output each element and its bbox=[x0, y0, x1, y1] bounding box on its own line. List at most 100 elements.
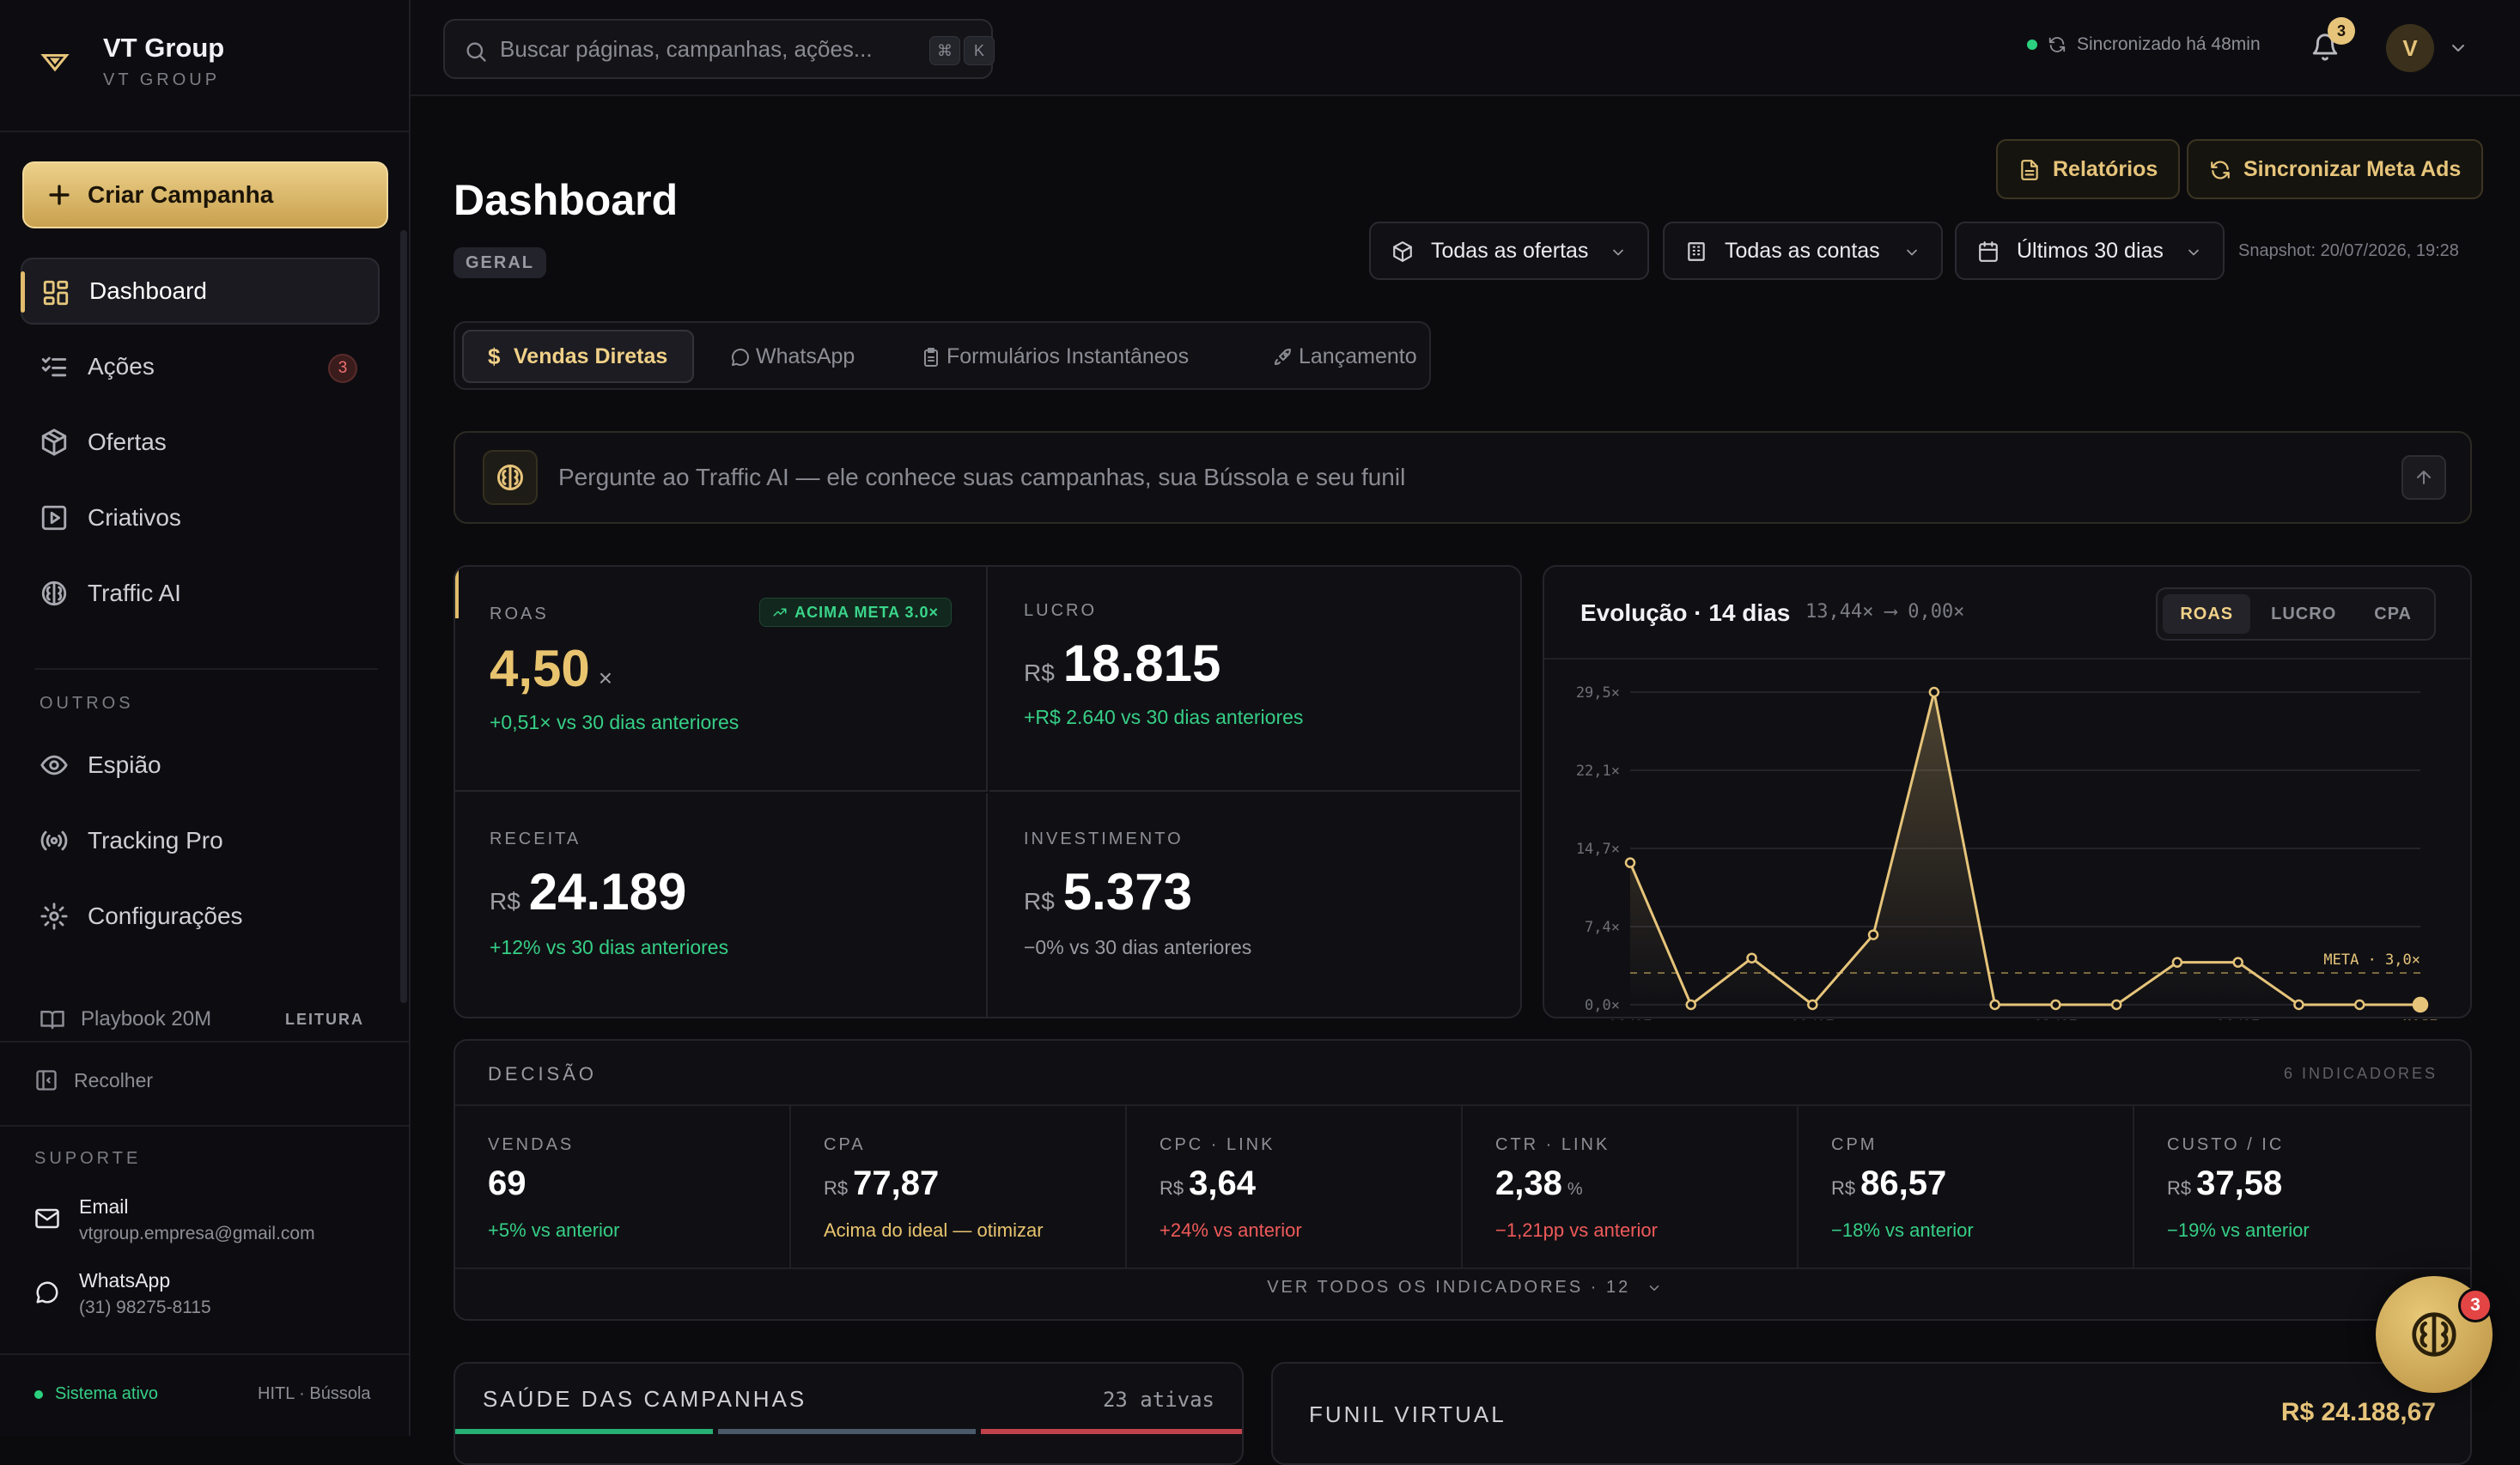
brand[interactable]: VT Group VT GROUP bbox=[40, 33, 224, 90]
health-bar-bad bbox=[981, 1429, 1242, 1434]
bell-icon bbox=[2312, 33, 2338, 61]
data-point bbox=[2293, 999, 2304, 1011]
search-input[interactable]: Buscar páginas, campanhas, ações... ⌘ K bbox=[443, 19, 995, 79]
kpi-receita[interactable]: RECEITA R$ 24.189 +12% vs 30 dias anteri… bbox=[455, 793, 988, 1017]
meta-badge-label: ACIMA META 3.0× bbox=[794, 603, 939, 621]
reports-button[interactable]: Relatórios bbox=[1996, 139, 2181, 199]
divider bbox=[0, 1125, 409, 1127]
indicator-vendas[interactable]: VENDAS 69 +5% vs anterior bbox=[455, 1106, 791, 1267]
status-dot bbox=[34, 1389, 43, 1399]
search-icon bbox=[466, 42, 486, 62]
sidebar-item-configuracoes[interactable]: Configurações bbox=[21, 883, 380, 950]
kpi-value-number: 4,50 bbox=[490, 640, 590, 697]
data-point bbox=[1867, 929, 1879, 940]
sidebar-item-acoes[interactable]: Ações 3 bbox=[21, 333, 380, 400]
traffic-ai-fab[interactable]: 3 bbox=[2376, 1276, 2493, 1393]
indicator-cpc-link[interactable]: CPC · LINK R$ 3,64 +24% vs anterior bbox=[1127, 1106, 1463, 1267]
indicator-label: VENDAS bbox=[488, 1135, 575, 1154]
accounts-filter[interactable]: Todas as contas bbox=[1663, 222, 1943, 280]
see-all-label: VER TODOS OS INDICADORES · 12 bbox=[1267, 1278, 1631, 1297]
scope-tag: GERAL bbox=[453, 247, 546, 278]
toggle-roas[interactable]: ROAS bbox=[2163, 594, 2251, 634]
refresh-icon bbox=[2211, 161, 2230, 179]
accounts-filter-label: Todas as contas bbox=[1725, 238, 1880, 263]
indicator-change: −19% vs anterior bbox=[2167, 1219, 2310, 1241]
offers-filter[interactable]: Todas as ofertas bbox=[1369, 222, 1649, 280]
chart-subtitle: 13,44× ⟶ 0,00× bbox=[1805, 601, 1965, 623]
kpi-change: +0,51× vs 30 dias anteriores bbox=[490, 711, 740, 733]
x-tick-label: 13/07 bbox=[2034, 1018, 2078, 1020]
sync-meta-ads-button[interactable]: Sincronizar Meta Ads bbox=[2187, 139, 2484, 199]
grid-icon bbox=[43, 280, 69, 306]
send-button[interactable] bbox=[2401, 455, 2446, 500]
collapse-button[interactable]: Recolher bbox=[34, 1068, 153, 1092]
clipboard-icon bbox=[924, 348, 938, 367]
playbook-link[interactable]: Playbook 20M LEITURA bbox=[40, 1006, 364, 1032]
sidebar-scrollbar[interactable] bbox=[400, 230, 407, 1003]
offers-filter-label: Todas as ofertas bbox=[1431, 238, 1589, 263]
sidebar-item-criativos[interactable]: Criativos bbox=[21, 484, 380, 551]
plus-icon bbox=[49, 185, 70, 205]
tab-label: WhatsApp bbox=[756, 343, 855, 368]
notifications-button[interactable]: 3 bbox=[2310, 17, 2355, 62]
x-tick-label: 06/07 bbox=[1608, 1018, 1652, 1020]
indicator-label: CPC · LINK bbox=[1160, 1135, 1275, 1154]
indicator-value: R$ 77,87 bbox=[824, 1164, 939, 1203]
kpi-grid: ROAS ACIMA META 3.0× 4,50 × +0,51× vs 30… bbox=[453, 565, 1522, 1018]
campaign-health-card[interactable]: SAÚDE DAS CAMPANHAS 23 ativas bbox=[453, 1362, 1244, 1465]
sidebar-item-tracking-pro[interactable]: Tracking Pro bbox=[21, 807, 380, 874]
user-menu[interactable]: V bbox=[2386, 24, 2468, 72]
sidebar-item-traffic-ai[interactable]: Traffic AI bbox=[21, 560, 380, 627]
support-email[interactable]: Email vtgroup.empresa@gmail.com bbox=[34, 1195, 315, 1244]
indicator-cpm[interactable]: CPM R$ 86,57 −18% vs anterior bbox=[1799, 1106, 2134, 1267]
indicator-cpa[interactable]: CPA R$ 77,87 Acima do ideal — otimizar bbox=[791, 1106, 1127, 1267]
snapshot-time: Snapshot: 20/07/2026, 19:28 bbox=[2238, 241, 2459, 260]
support-whatsapp[interactable]: WhatsApp (31) 98275-8115 bbox=[34, 1269, 211, 1318]
tab-label: Lançamento bbox=[1299, 343, 1417, 368]
arrow-up-icon bbox=[2417, 471, 2431, 484]
chevron-down-icon bbox=[1649, 1285, 1659, 1291]
traffic-ai-input[interactable]: Pergunte ao Traffic AI — ele conhece sua… bbox=[453, 431, 2472, 524]
tab-lancamento[interactable]: Lançamento bbox=[1249, 330, 1429, 383]
kpi-roas[interactable]: ROAS ACIMA META 3.0× 4,50 × +0,51× vs 30… bbox=[455, 567, 988, 792]
ai-placeholder: Pergunte ao Traffic AI — ele conhece sua… bbox=[558, 464, 1406, 490]
indicator-change: −18% vs anterior bbox=[1831, 1219, 1974, 1241]
see-all-indicators[interactable]: VER TODOS OS INDICADORES · 12 bbox=[455, 1278, 2470, 1298]
sidebar-item-ofertas[interactable]: Ofertas bbox=[21, 409, 380, 476]
tab-whatsapp[interactable]: WhatsApp bbox=[706, 330, 886, 383]
health-bar-warn bbox=[718, 1429, 976, 1434]
kpi-label: INVESTIMENTO bbox=[1024, 830, 1184, 848]
sidebar-item-espiao[interactable]: Espião bbox=[21, 732, 380, 799]
kpi-lucro[interactable]: LUCRO R$ 18.815 +R$ 2.640 vs 30 dias ant… bbox=[989, 567, 1520, 792]
decision-panel: DECISÃO 6 INDICADORES VENDAS 69 +5% vs a… bbox=[453, 1039, 2472, 1321]
toggle-lucro[interactable]: LUCRO bbox=[2271, 604, 2337, 623]
tab-vendas-diretas[interactable]: $ Vendas Diretas bbox=[462, 330, 694, 383]
book-icon bbox=[40, 1011, 64, 1030]
collapse-label: Recolher bbox=[74, 1068, 154, 1091]
y-tick-label: 0,0× bbox=[1585, 997, 1620, 1014]
sidebar-item-label: Ações bbox=[88, 353, 155, 380]
create-campaign-button[interactable]: Criar Campanha bbox=[22, 161, 388, 228]
line-chart: 0,0× 7,4× 14,7× 22,1× 29,5× META · 3,0× 06/07 0… bbox=[1576, 684, 2438, 1020]
y-tick-label: 14,7× bbox=[1576, 841, 1620, 858]
sidebar-item-label: Dashboard bbox=[89, 277, 207, 304]
kpi-investimento[interactable]: INVESTIMENTO R$ 5.373 −0% vs 30 dias ant… bbox=[989, 793, 1520, 1017]
reports-label: Relatórios bbox=[2053, 156, 2158, 181]
indicator-change: −1,21pp vs anterior bbox=[1495, 1219, 1658, 1241]
toggle-cpa[interactable]: CPA bbox=[2374, 604, 2412, 623]
period-filter-label: Últimos 30 dias bbox=[2017, 238, 2164, 263]
sidebar-item-label: Configurações bbox=[88, 903, 243, 929]
indicator-value: 69 bbox=[488, 1164, 527, 1203]
y-tick-label: 29,5× bbox=[1576, 684, 1620, 702]
x-tick-label: HOJE bbox=[2403, 1018, 2438, 1020]
indicator-ctr-link[interactable]: CTR · LINK 2,38% −1,21pp vs anterior bbox=[1463, 1106, 1799, 1267]
section-title-suporte: SUPORTE bbox=[34, 1149, 142, 1168]
indicator-custo-ic[interactable]: CUSTO / IC R$ 37,58 −19% vs anterior bbox=[2134, 1106, 2470, 1267]
tab-formularios[interactable]: Formulários Instantâneos bbox=[897, 330, 1240, 383]
period-filter[interactable]: Últimos 30 dias bbox=[1955, 222, 2225, 280]
decision-title: DECISÃO bbox=[488, 1063, 598, 1085]
sidebar-item-label: Traffic AI bbox=[88, 580, 181, 606]
indicator-number: 3,64 bbox=[1189, 1164, 1256, 1202]
virtual-funnel-card[interactable]: FUNIL VIRTUAL R$ 24.188,67 bbox=[1271, 1362, 2472, 1465]
sidebar-item-dashboard[interactable]: Dashboard bbox=[21, 258, 380, 325]
